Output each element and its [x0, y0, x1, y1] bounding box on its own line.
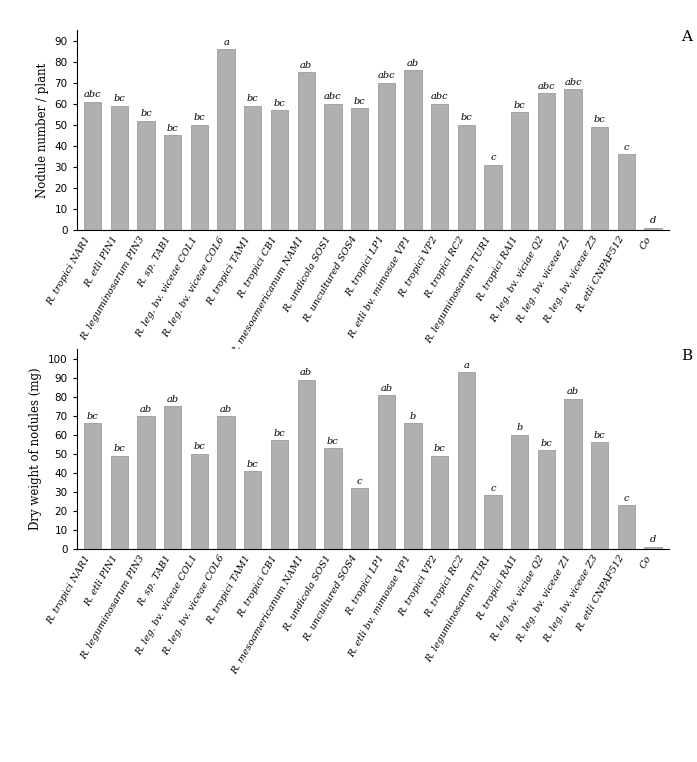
Bar	[351, 488, 368, 549]
Text: a: a	[464, 361, 469, 370]
Bar	[378, 83, 395, 230]
Bar	[164, 136, 181, 230]
Bar	[191, 125, 208, 230]
Text: ab: ab	[567, 387, 579, 396]
Text: bc: bc	[274, 99, 285, 107]
Text: c: c	[624, 142, 629, 152]
Text: b: b	[410, 412, 416, 421]
Bar	[111, 456, 128, 549]
Text: c: c	[624, 494, 629, 503]
Text: c: c	[357, 476, 362, 485]
Text: abc: abc	[324, 92, 342, 101]
Text: bc: bc	[114, 94, 125, 104]
Bar	[565, 89, 582, 230]
Text: bc: bc	[87, 412, 98, 421]
Text: bc: bc	[540, 439, 552, 447]
Bar	[591, 443, 608, 549]
Text: bc: bc	[594, 116, 606, 124]
Bar	[511, 112, 528, 230]
Bar	[244, 106, 261, 230]
Bar	[591, 127, 608, 230]
Text: bc: bc	[114, 444, 125, 453]
Bar	[244, 471, 261, 549]
Text: bc: bc	[247, 94, 259, 104]
Bar	[431, 104, 448, 230]
Text: b: b	[516, 424, 523, 433]
Text: ab: ab	[407, 59, 419, 68]
Text: a: a	[223, 38, 229, 46]
Text: bc: bc	[167, 124, 178, 133]
Text: abc: abc	[431, 92, 448, 101]
Bar	[618, 505, 635, 549]
Text: ab: ab	[220, 405, 232, 414]
Text: d: d	[650, 536, 657, 545]
Text: c: c	[490, 484, 496, 493]
Bar	[298, 379, 315, 549]
Text: abc: abc	[378, 72, 395, 81]
Bar	[565, 399, 582, 549]
Bar	[537, 94, 555, 230]
Text: bc: bc	[194, 114, 206, 123]
Text: bc: bc	[461, 114, 472, 123]
Bar	[164, 406, 181, 549]
Bar	[484, 165, 502, 230]
Text: c: c	[490, 153, 496, 162]
Text: bc: bc	[247, 459, 259, 469]
Bar	[378, 395, 395, 549]
Text: bc: bc	[274, 429, 285, 438]
Text: d: d	[650, 216, 657, 225]
Text: bc: bc	[514, 101, 526, 110]
Bar	[137, 120, 155, 230]
Bar	[351, 108, 368, 230]
Bar	[271, 440, 288, 549]
Text: abc: abc	[537, 82, 556, 91]
Bar	[431, 456, 448, 549]
Text: bc: bc	[353, 97, 365, 106]
Bar	[645, 547, 661, 549]
Bar	[324, 448, 342, 549]
Bar	[511, 435, 528, 549]
Bar	[298, 72, 315, 230]
Bar	[217, 416, 235, 549]
Bar	[645, 228, 661, 230]
Text: ab: ab	[300, 369, 312, 377]
Bar	[137, 416, 155, 549]
Text: bc: bc	[140, 109, 152, 118]
Bar	[618, 154, 635, 230]
Bar	[458, 372, 475, 549]
Text: ab: ab	[140, 405, 152, 414]
Bar	[84, 424, 101, 549]
Text: bc: bc	[434, 444, 445, 453]
Bar	[191, 453, 208, 549]
Bar	[404, 70, 422, 230]
Text: bc: bc	[194, 443, 206, 451]
Text: ab: ab	[300, 61, 312, 70]
Bar	[324, 104, 342, 230]
Bar	[84, 102, 101, 230]
Text: B: B	[681, 349, 692, 363]
Text: bc: bc	[594, 431, 606, 440]
Text: abc: abc	[84, 90, 102, 99]
Y-axis label: Nodule number / plant: Nodule number / plant	[36, 62, 49, 198]
Y-axis label: Dry weight of nodules (mg): Dry weight of nodules (mg)	[29, 368, 43, 530]
Bar	[458, 125, 475, 230]
Bar	[271, 110, 288, 230]
Bar	[404, 424, 422, 549]
Bar	[484, 495, 502, 549]
Text: ab: ab	[380, 383, 392, 392]
Text: ab: ab	[167, 395, 179, 404]
Bar	[111, 106, 128, 230]
Text: abc: abc	[565, 78, 582, 87]
Bar	[537, 450, 555, 549]
Text: A: A	[681, 30, 692, 44]
Text: bc: bc	[327, 437, 339, 446]
Bar	[217, 50, 235, 230]
